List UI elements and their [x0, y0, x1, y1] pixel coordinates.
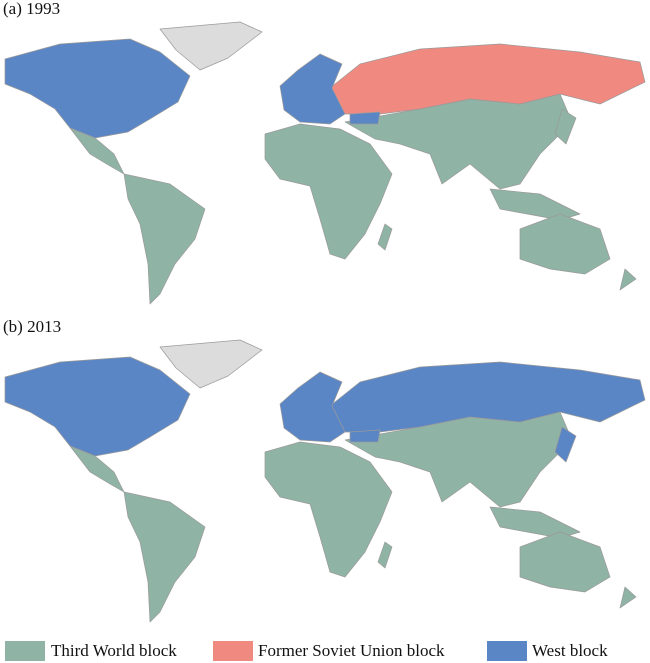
- north-america: [4, 38, 191, 139]
- legend-label: Third World block: [51, 641, 177, 660]
- legend-swatch: [487, 641, 527, 661]
- legend-swatch: [5, 641, 45, 661]
- new-zealand: [619, 586, 637, 609]
- legend-label: Former Soviet Union block: [258, 641, 445, 660]
- turkey: [349, 111, 381, 125]
- panel-label: (a) 1993: [3, 0, 60, 18]
- south-america: [123, 491, 206, 623]
- southeast-asia: [489, 506, 581, 539]
- africa: [264, 123, 393, 260]
- australia: [519, 531, 611, 593]
- greenland: [159, 339, 263, 389]
- africa: [264, 441, 393, 578]
- new-zealand: [619, 268, 637, 291]
- legend-label: West block: [532, 641, 608, 660]
- turkey: [349, 429, 381, 443]
- madagascar: [377, 223, 393, 251]
- southeast-asia: [489, 188, 581, 221]
- australia: [519, 213, 611, 275]
- map-1993: [4, 21, 646, 305]
- madagascar: [377, 541, 393, 569]
- panel-label: (b) 2013: [3, 317, 61, 336]
- legend: Third World block Former Soviet Union bl…: [5, 641, 608, 661]
- north-america: [4, 356, 191, 457]
- legend-swatch: [213, 641, 253, 661]
- map-2013: [4, 339, 646, 623]
- greenland: [159, 21, 263, 71]
- south-america: [123, 173, 206, 305]
